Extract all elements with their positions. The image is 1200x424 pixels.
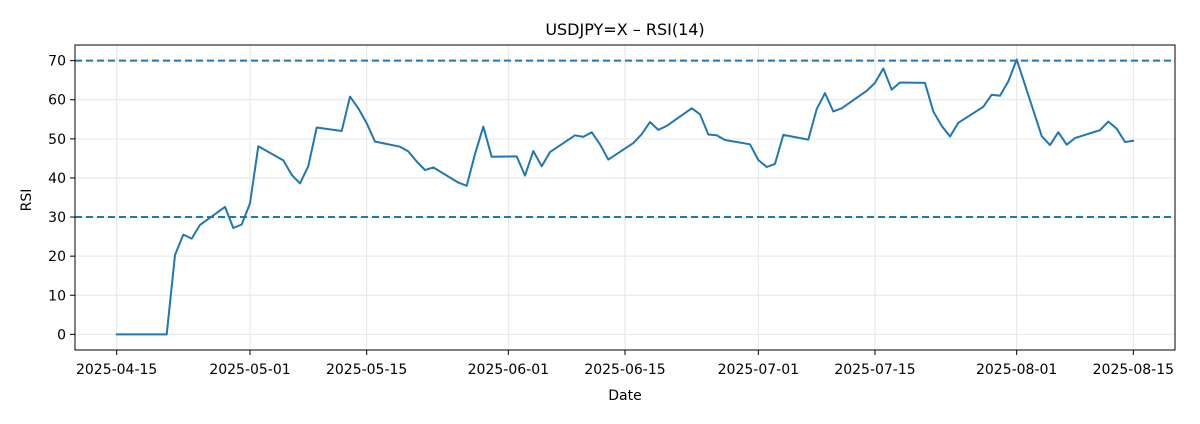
grid xyxy=(75,45,1175,350)
x-axis-ticks: 2025-04-15 2025-05-01 2025-05-15 2025-06-01… xyxy=(76,350,1174,378)
y-tick-label: 60 xyxy=(48,93,66,109)
x-tick-label: 2025-07-01 xyxy=(718,362,799,378)
series-layer xyxy=(115,58,1135,336)
y-tick-label: 0 xyxy=(57,327,66,343)
y-tick-label: 20 xyxy=(48,249,66,265)
x-tick-label: 2025-06-15 xyxy=(584,362,665,378)
x-tick-label: 2025-05-15 xyxy=(326,362,407,378)
y-tick-label: 70 xyxy=(48,54,66,70)
y-tick-label: 10 xyxy=(48,288,66,304)
x-tick-label: 2025-08-15 xyxy=(1093,362,1174,378)
y-axis-label: RSI xyxy=(19,189,35,212)
y-tick-label: 30 xyxy=(48,210,66,226)
chart-title: USDJPY=X – RSI(14) xyxy=(545,20,704,39)
x-tick-label: 2025-04-15 xyxy=(76,362,157,378)
x-tick-label: 2025-05-01 xyxy=(209,362,290,378)
x-tick-label: 2025-08-01 xyxy=(976,362,1057,378)
y-axis-ticks: 0 10 20 30 40 50 60 70 xyxy=(48,54,75,343)
rsi-series-line xyxy=(115,58,1135,336)
x-tick-label: 2025-06-01 xyxy=(468,362,549,378)
y-tick-label: 50 xyxy=(48,132,66,148)
reference-lines xyxy=(75,59,1175,219)
x-tick-label: 2025-07-15 xyxy=(834,362,915,378)
x-axis-label: Date xyxy=(608,388,641,404)
y-tick-label: 40 xyxy=(48,171,66,187)
